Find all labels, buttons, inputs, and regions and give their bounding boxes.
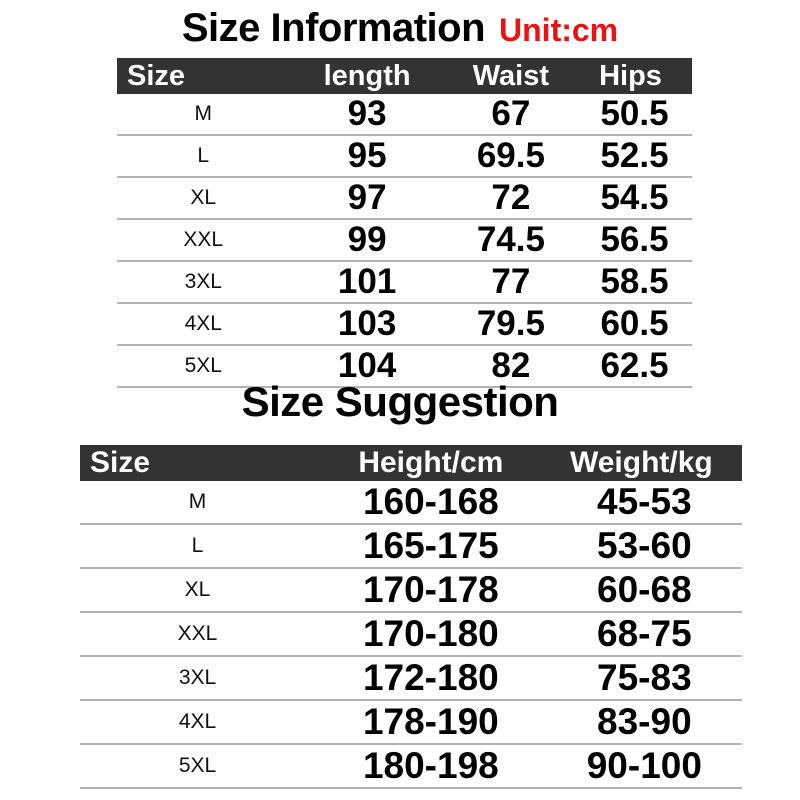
table-row: 3XL 172-180 75-83: [80, 656, 742, 701]
cell-size: 4XL: [117, 303, 290, 346]
cell-size: 5XL: [80, 744, 315, 789]
table-row: 3XL 101 77 58.5: [117, 261, 692, 304]
cell-length: 103: [289, 303, 445, 346]
cell-hips: 56.5: [577, 219, 692, 262]
column-header-size: Size: [80, 445, 315, 481]
cell-height: 172-180: [315, 656, 547, 701]
cell-weight: 83-90: [546, 700, 742, 745]
column-header-waist: Waist: [444, 58, 577, 94]
cell-size: M: [80, 481, 315, 525]
cell-length: 95: [289, 135, 445, 178]
cell-hips: 52.5: [577, 135, 692, 178]
cell-size: XL: [117, 177, 290, 220]
cell-waist: 82: [444, 345, 577, 388]
cell-size: 5XL: [117, 345, 290, 388]
cell-hips: 50.5: [577, 94, 692, 136]
cell-size: 4XL: [80, 700, 315, 745]
cell-length: 104: [289, 345, 445, 388]
cell-size: L: [80, 524, 315, 569]
column-header-height: Height/cm: [315, 445, 547, 481]
table-row: XXL 99 74.5 56.5: [117, 219, 692, 262]
cell-weight: 75-83: [546, 656, 742, 701]
table-row: 5XL 104 82 62.5: [117, 345, 692, 388]
cell-hips: 54.5: [577, 177, 692, 220]
table-header-row: Size length Waist Hips: [117, 58, 692, 94]
column-header-hips: Hips: [577, 58, 692, 94]
cell-length: 97: [289, 177, 445, 220]
cell-waist: 79.5: [444, 303, 577, 346]
cell-height: 178-190: [315, 700, 547, 745]
table-row: XL 170-178 60-68: [80, 568, 742, 613]
table-row: 4XL 178-190 83-90: [80, 700, 742, 745]
cell-weight: 90-100: [546, 744, 742, 789]
cell-size: XL: [80, 568, 315, 613]
cell-length: 101: [289, 261, 445, 304]
cell-hips: 58.5: [577, 261, 692, 304]
cell-height: 170-180: [315, 612, 547, 657]
table-row: 5XL 180-198 90-100: [80, 744, 742, 789]
cell-size: 3XL: [117, 261, 290, 304]
table-row: L 95 69.5 52.5: [117, 135, 692, 178]
table-row: 4XL 103 79.5 60.5: [117, 303, 692, 346]
unit-label: Unit:cm: [499, 12, 619, 48]
size-information-table: Size length Waist Hips M 93 67 50.5 L 95…: [117, 58, 692, 388]
cell-size: 3XL: [80, 656, 315, 701]
table-row: M 93 67 50.5: [117, 94, 692, 136]
cell-height: 170-178: [315, 568, 547, 613]
cell-weight: 60-68: [546, 568, 742, 613]
cell-size: M: [117, 94, 290, 136]
table-row: M 160-168 45-53: [80, 481, 742, 525]
cell-height: 160-168: [315, 481, 547, 525]
cell-hips: 62.5: [577, 345, 692, 388]
cell-weight: 45-53: [546, 481, 742, 525]
cell-waist: 77: [444, 261, 577, 304]
table-row: XL 97 72 54.5: [117, 177, 692, 220]
cell-size: XXL: [80, 612, 315, 657]
section-title: Size Suggestion: [241, 378, 559, 425]
table-row: XXL 170-180 68-75: [80, 612, 742, 657]
column-header-weight: Weight/kg: [546, 445, 742, 481]
cell-size: L: [117, 135, 290, 178]
cell-weight: 68-75: [546, 612, 742, 657]
table-header-row: Size Height/cm Weight/kg: [80, 445, 742, 481]
cell-size: XXL: [117, 219, 290, 262]
column-header-size: Size: [117, 58, 290, 94]
cell-height: 180-198: [315, 744, 547, 789]
size-suggestion-table: Size Height/cm Weight/kg M 160-168 45-53…: [80, 445, 742, 789]
column-header-length: length: [289, 58, 445, 94]
cell-waist: 72: [444, 177, 577, 220]
cell-waist: 69.5: [444, 135, 577, 178]
table-row: L 165-175 53-60: [80, 524, 742, 569]
size-suggestion-title-row: Size Suggestion: [0, 381, 800, 431]
size-information-title-row: Size Information Unit:cm: [0, 8, 800, 56]
cell-waist: 74.5: [444, 219, 577, 262]
page-title: Size Information: [181, 6, 486, 50]
cell-weight: 53-60: [546, 524, 742, 569]
cell-length: 93: [289, 94, 445, 136]
cell-height: 165-175: [315, 524, 547, 569]
cell-waist: 67: [444, 94, 577, 136]
cell-length: 99: [289, 219, 445, 262]
cell-hips: 60.5: [577, 303, 692, 346]
